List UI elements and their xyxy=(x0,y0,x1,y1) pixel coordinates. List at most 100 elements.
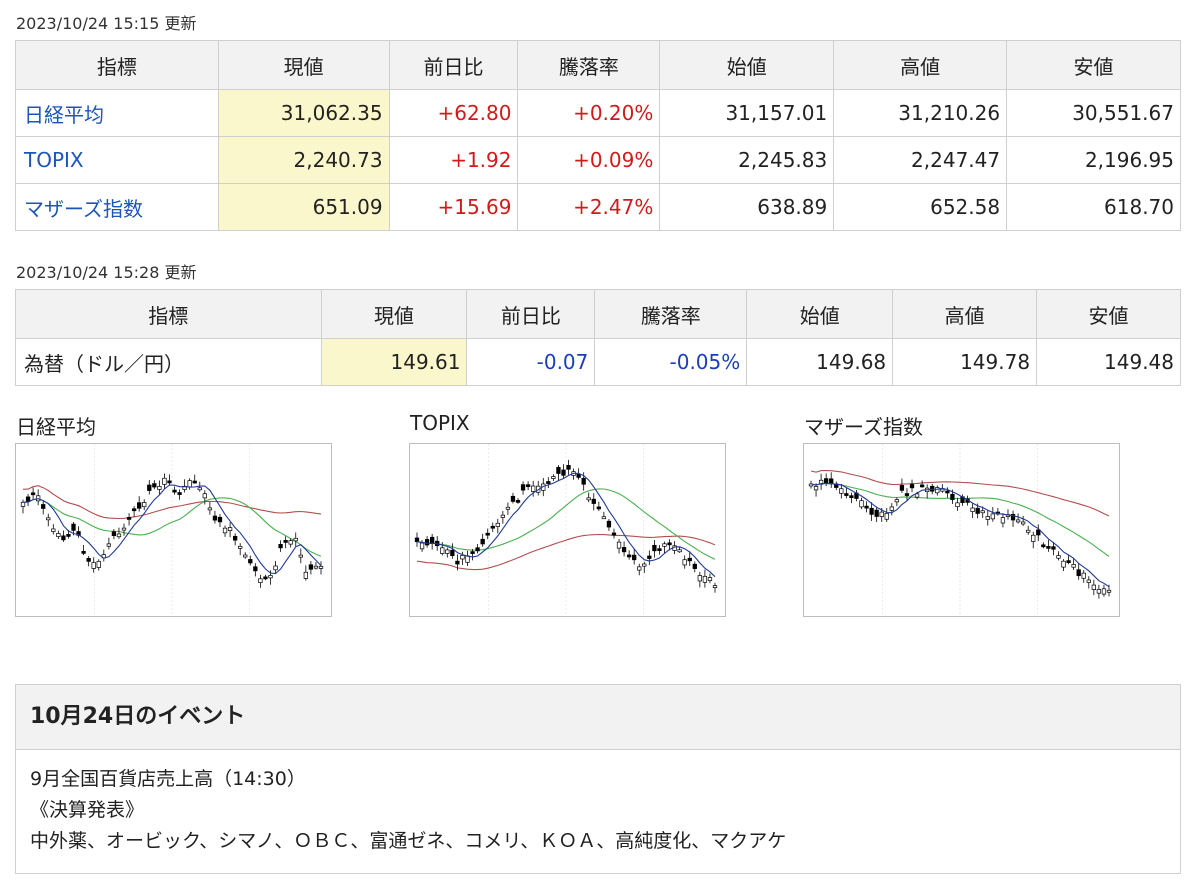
candle xyxy=(71,523,76,531)
stocks-table: 指標 現値 前日比 騰落率 始値 高値 安値 日経平均 31,062.35 +6… xyxy=(15,40,1181,231)
candle xyxy=(232,535,238,541)
candle xyxy=(505,506,511,510)
topix-link[interactable]: TOPIX xyxy=(24,148,84,172)
candle xyxy=(131,508,137,512)
candle xyxy=(601,516,607,520)
chart-title-mothers: マザーズ指数 xyxy=(804,415,923,439)
candle xyxy=(460,555,465,560)
candle xyxy=(91,562,96,569)
candle xyxy=(1056,555,1061,559)
candle xyxy=(1000,517,1006,524)
header-change: 前日比 xyxy=(388,40,519,90)
candle xyxy=(106,543,112,547)
candle xyxy=(238,545,243,549)
candle xyxy=(142,502,147,508)
candle xyxy=(283,540,288,543)
ma-short-line xyxy=(22,484,322,575)
candle xyxy=(212,515,218,521)
current-value: 651.09 xyxy=(217,183,390,231)
high-value: 149.78 xyxy=(892,338,1038,386)
candle xyxy=(192,480,197,484)
candle xyxy=(874,509,879,517)
candle xyxy=(707,577,713,582)
candle xyxy=(177,492,182,495)
open-value: 2,245.83 xyxy=(659,136,835,184)
candle xyxy=(546,481,551,484)
candle xyxy=(1051,546,1056,550)
candle xyxy=(561,469,566,476)
candle xyxy=(1026,529,1031,533)
candle xyxy=(187,480,192,488)
candle xyxy=(581,477,586,485)
candle xyxy=(566,465,571,470)
candle xyxy=(824,478,829,485)
candle xyxy=(813,486,819,491)
candle xyxy=(975,507,980,514)
candle xyxy=(217,516,223,523)
events-panel: 10月24日のイベント 9月全国百貨店売上高（14:30） 《決算発表》 中外薬… xyxy=(15,684,1181,874)
forex-header-row: 指標 現値 前日比 騰落率 始値 高値 安値 xyxy=(15,289,1181,339)
candle xyxy=(1010,513,1016,521)
candle xyxy=(914,493,920,498)
candle xyxy=(935,487,940,494)
rate-value: -0.05% xyxy=(594,338,748,386)
ma-mid-line xyxy=(810,482,1110,557)
header-open: 始値 xyxy=(659,40,835,90)
candle xyxy=(20,501,26,507)
candle xyxy=(606,520,612,528)
candle xyxy=(470,551,475,554)
low-value: 618.70 xyxy=(1006,183,1181,231)
candle xyxy=(955,502,960,508)
candle xyxy=(1076,569,1081,577)
candle xyxy=(227,527,233,531)
candle xyxy=(96,560,101,568)
candle xyxy=(424,539,430,546)
candle xyxy=(591,498,596,504)
candle xyxy=(712,585,718,588)
candle xyxy=(626,554,632,558)
candle xyxy=(414,537,420,543)
candle xyxy=(657,548,662,552)
table-row: 為替（ドル／円） 149.61 -0.07 -0.05% 149.68 149.… xyxy=(15,338,1181,386)
candle xyxy=(1096,589,1102,594)
header-rate: 騰落率 xyxy=(594,289,748,339)
low-value: 30,551.67 xyxy=(1006,89,1181,137)
nikkei-link[interactable]: 日経平均 xyxy=(24,102,104,127)
candle xyxy=(1031,534,1036,542)
chart-topix[interactable] xyxy=(409,443,726,617)
header-low: 安値 xyxy=(1036,289,1181,339)
header-current: 現値 xyxy=(320,289,468,339)
candle xyxy=(849,495,854,499)
candle xyxy=(30,492,36,496)
candle xyxy=(273,565,278,571)
candle xyxy=(111,531,117,537)
open-value: 31,157.01 xyxy=(659,89,835,137)
candle xyxy=(162,477,167,485)
low-value: 2,196.95 xyxy=(1006,136,1181,184)
chart-frame xyxy=(15,443,332,617)
candle xyxy=(480,538,485,545)
candle xyxy=(1101,588,1107,595)
table-row: TOPIX 2,240.73 +1.92 +0.09% 2,245.83 2,2… xyxy=(15,136,1181,184)
candle xyxy=(147,484,152,491)
candle xyxy=(500,514,506,518)
current-value: 2,240.73 xyxy=(217,136,390,184)
chart-mothers[interactable] xyxy=(803,443,1120,617)
chart-frame xyxy=(803,443,1120,617)
header-high: 高値 xyxy=(833,40,1008,90)
header-change: 前日比 xyxy=(466,289,596,339)
candle xyxy=(303,571,308,579)
candle xyxy=(525,484,531,488)
low-value: 149.48 xyxy=(1036,338,1181,386)
candle xyxy=(662,543,667,547)
candle xyxy=(46,517,51,521)
candle xyxy=(172,489,177,493)
change-value: +15.69 xyxy=(388,183,519,231)
mothers-link[interactable]: マザーズ指数 xyxy=(24,196,143,221)
candle xyxy=(207,507,213,511)
candle xyxy=(1046,546,1051,549)
change-value: +62.80 xyxy=(388,89,519,137)
chart-nikkei[interactable] xyxy=(15,443,332,617)
event-line: 中外薬、オービック、シマノ、ＯＢＣ、富通ゼネ、コメリ、ＫＯＡ、高純度化、マクアケ xyxy=(30,830,787,852)
candle xyxy=(440,547,445,554)
